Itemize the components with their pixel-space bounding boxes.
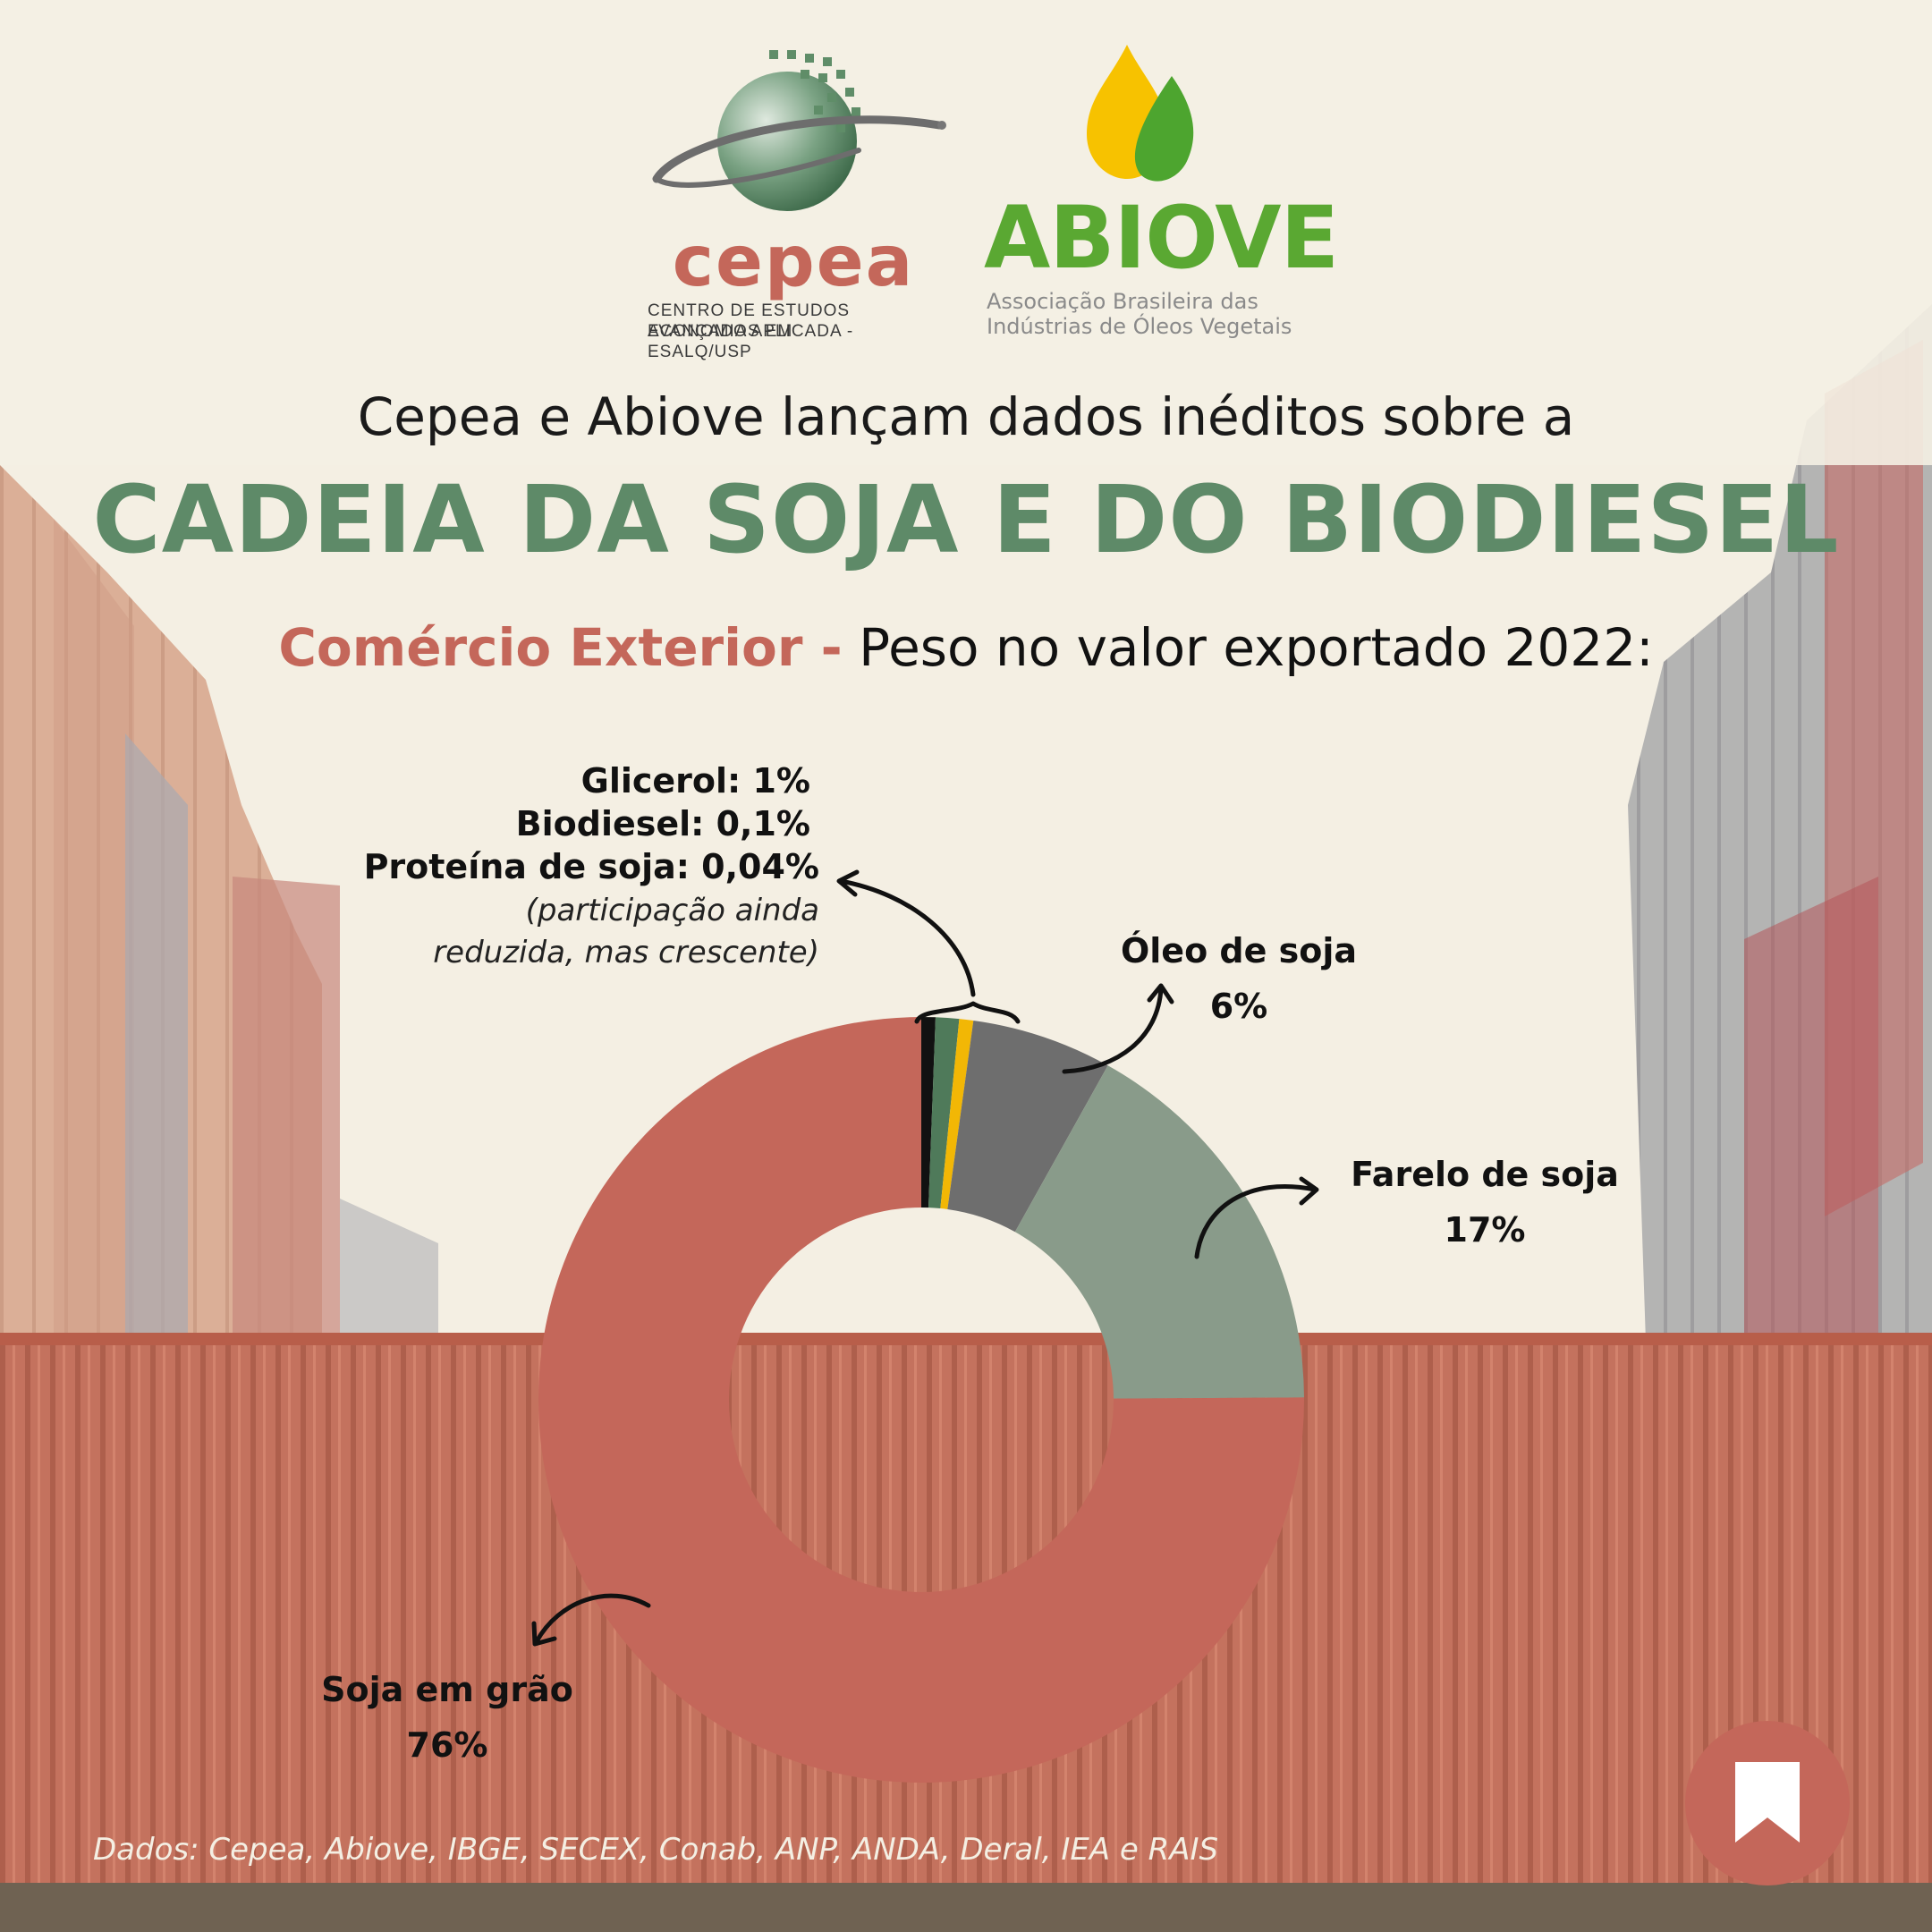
label-proteina: Proteína de soja: 0,04% <box>363 847 819 886</box>
arrow-oleo <box>1062 986 1164 1074</box>
label-oleo-value: 6% <box>1209 987 1268 1026</box>
label-graos-value: 76% <box>406 1725 488 1765</box>
label-oleo-name: Óleo de soja <box>1120 931 1358 970</box>
donut-slice-soja-em-grao <box>538 1017 1304 1783</box>
bookmark-icon <box>1735 1762 1800 1843</box>
label-note-line2: reduzida, mas crescente) <box>433 935 819 970</box>
label-note-line1: (participação ainda <box>525 893 819 928</box>
source-note: Dados: Cepea, Abiove, IBGE, SECEX, Conab… <box>93 1832 1219 1868</box>
arrow-small-labels <box>838 878 976 997</box>
section-heading-accent: Comércio Exterior - <box>278 617 843 678</box>
section-heading: Comércio Exterior - Peso no valor export… <box>0 617 1932 678</box>
label-biodiesel: Biodiesel: 0,1% <box>515 804 810 843</box>
bookmark-button[interactable] <box>1685 1721 1850 1885</box>
arrow-graos <box>534 1593 651 1644</box>
donut-slice-proteina-de-soja <box>921 1017 936 1208</box>
abiove-drops-logo <box>1087 45 1194 182</box>
cepea-subtitle-line1: CENTRO DE ESTUDOS AVANÇADOS EM <box>648 301 851 341</box>
donut-slice-farelo-de-soja <box>1014 1065 1304 1399</box>
abiove-subtitle-line1: Associação Brasileira das <box>987 289 1258 314</box>
donut-slice-glicerol <box>928 1017 960 1209</box>
label-farelo-value: 17% <box>1444 1210 1526 1250</box>
donut-slice-biodiesel <box>940 1019 974 1210</box>
abiove-subtitle-line2: Indústrias de Óleos Vegetais <box>987 314 1292 339</box>
label-glicerol: Glicerol: 1% <box>580 761 810 801</box>
cepea-logo-text: cepea <box>672 222 915 302</box>
arrow-farelo <box>1194 1184 1318 1259</box>
abiove-logo-text: ABIOVE <box>984 188 1339 288</box>
section-heading-rest: Peso no valor exportado 2022: <box>842 617 1654 678</box>
cepea-globe-logo <box>652 50 946 211</box>
page-title: CADEIA DA SOJA E DO BIODIESEL <box>92 465 1840 574</box>
brace <box>914 1001 1021 1024</box>
label-graos-name: Soja em grão <box>321 1670 573 1709</box>
subtitle: Cepea e Abiove lançam dados inéditos sob… <box>357 386 1575 447</box>
label-farelo-name: Farelo de soja <box>1351 1155 1619 1194</box>
cepea-subtitle-line2: ECONOMIA APLICADA - ESALQ/USP <box>648 322 854 361</box>
